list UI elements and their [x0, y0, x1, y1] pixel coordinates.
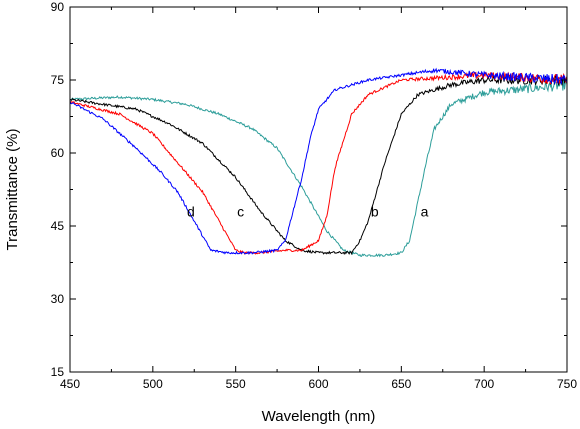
x-tick-label: 500	[143, 377, 163, 391]
y-tick-label: 75	[51, 73, 65, 87]
series-line-d	[69, 67, 568, 255]
x-tick-label: 450	[60, 377, 80, 391]
curve-labels: a b c d	[187, 203, 429, 219]
curve-label-d: d	[187, 203, 195, 219]
x-tick-label: 750	[557, 377, 577, 391]
series-line-b	[69, 74, 568, 256]
curve-label-c: c	[237, 203, 244, 219]
x-tick-label: 600	[308, 377, 328, 391]
y-tick-label: 30	[51, 292, 65, 306]
y-tick-label: 45	[51, 219, 65, 233]
x-tick-label: 550	[226, 377, 246, 391]
series-line-a	[69, 79, 568, 258]
y-tick-label: 90	[51, 0, 65, 14]
curve-label-a: a	[421, 203, 429, 219]
x-tick-label: 700	[474, 377, 494, 391]
plot-frame	[69, 6, 568, 373]
curve-label-b: b	[371, 203, 379, 219]
series-line-c	[69, 71, 568, 256]
curves	[69, 67, 568, 258]
y-tick-label: 15	[51, 365, 65, 379]
axes: 450 500 550 600 650 700 750 15 30 45 60 75 90	[51, 0, 578, 391]
x-axis-label: Wavelength (nm)	[262, 408, 376, 425]
y-tick-label: 60	[51, 146, 65, 160]
x-tick-label: 650	[391, 377, 411, 391]
y-axis-label: Transmittance (%)	[4, 129, 21, 251]
